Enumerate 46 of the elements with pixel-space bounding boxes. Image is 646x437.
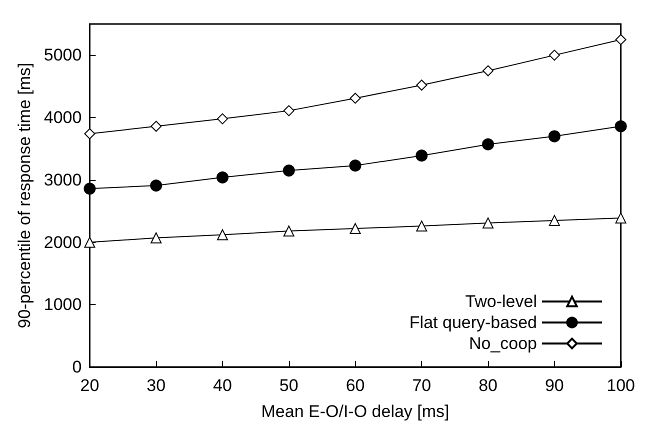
- y-axis-title: 90-percentile of response time [ms]: [15, 62, 34, 328]
- point: [482, 217, 494, 228]
- x-tick-label: 40: [213, 376, 232, 395]
- y-tick-label: 1000: [44, 295, 82, 314]
- y-tick-label: 4000: [44, 108, 82, 128]
- point: [615, 34, 626, 46]
- x-tick-label: 20: [80, 376, 100, 395]
- point: [283, 105, 294, 116]
- point: [349, 160, 362, 172]
- point: [548, 214, 560, 226]
- legend-label: No_coop: [468, 334, 537, 353]
- point: [614, 120, 627, 132]
- point: [283, 226, 294, 237]
- point: [84, 128, 96, 140]
- point: [216, 229, 228, 240]
- point: [282, 164, 295, 177]
- point: [150, 120, 162, 132]
- point: [416, 150, 428, 162]
- legend-label: Two-level: [465, 292, 537, 311]
- y-tick-label: 5000: [44, 46, 82, 65]
- x-tick-label: 90: [544, 376, 564, 395]
- point: [416, 80, 428, 91]
- point: [350, 92, 361, 104]
- point: [548, 50, 560, 61]
- point: [150, 180, 162, 192]
- y-tick-label: 3000: [44, 170, 82, 190]
- point: [548, 130, 560, 142]
- point: [84, 182, 96, 195]
- x-tick-label: 100: [606, 376, 636, 395]
- point: [216, 113, 228, 124]
- x-tick-label: 70: [412, 376, 432, 395]
- point: [150, 232, 162, 244]
- y-tick-label: 2000: [44, 232, 82, 252]
- x-tick-label: 60: [346, 376, 365, 395]
- x-tick-label: 80: [478, 376, 498, 395]
- point: [482, 138, 494, 150]
- legend-label: Flat query-based: [409, 313, 537, 332]
- x-tick-label: 50: [279, 376, 298, 395]
- y-tick-label: 0: [72, 358, 82, 376]
- point: [350, 223, 361, 234]
- x-tick-label: 30: [146, 376, 166, 395]
- point: [482, 65, 494, 76]
- x-axis-title: Mean E-O/I-O delay [ms]: [261, 402, 450, 421]
- point: [615, 212, 626, 224]
- point: [216, 171, 228, 184]
- point: [416, 220, 428, 232]
